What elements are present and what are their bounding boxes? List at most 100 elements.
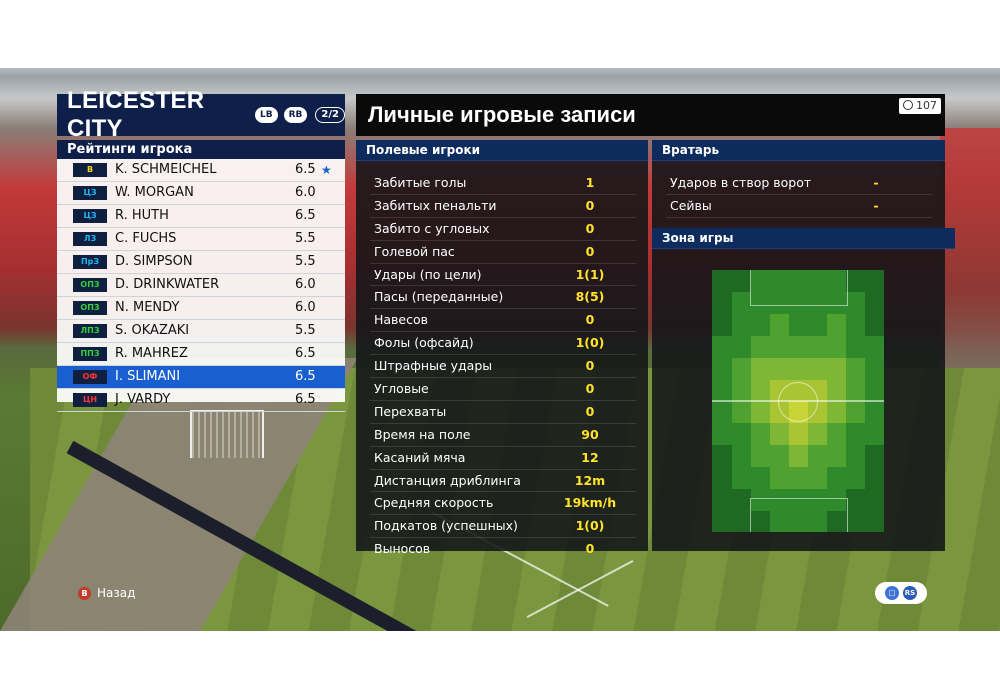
stat-label: Дистанция дриблинга (374, 472, 521, 488)
heatmap-cell (864, 270, 884, 293)
heatmap-cell (864, 291, 884, 315)
heatmap-cell (750, 422, 770, 446)
match-timer: 107 (899, 98, 941, 114)
heatmap-cell (864, 466, 884, 489)
stat-label: Перехваты (374, 403, 447, 419)
stat-row: Ударов в створ ворот - (666, 172, 932, 195)
player-rating: 6.0 (295, 185, 316, 200)
heatmap-cell (769, 488, 789, 511)
heatmap-cell (807, 335, 828, 358)
field-players-panel: Полевые игроки Забитые голы 1 Забитых пен… (356, 140, 648, 556)
heatmap-cell (826, 357, 847, 380)
heatmap-cell (769, 291, 789, 315)
position-badge: ЛПЗ (73, 324, 107, 338)
heatmap-cell (845, 444, 866, 467)
stat-label: Ударов в створ ворот (670, 175, 812, 190)
heatmap-cell (864, 313, 884, 336)
heatmap-cell (731, 270, 751, 293)
heatmap-cell (712, 270, 732, 293)
player-rating: 5.5 (295, 254, 316, 269)
player-name: R. HUTH (115, 208, 169, 223)
panel-title: Вратарь (652, 140, 945, 161)
player-row[interactable]: ЛПЗ S. OKAZAKI 5.5 (57, 320, 345, 343)
heatmap-cell (788, 466, 809, 489)
heatmap-cell (712, 379, 732, 402)
stat-value: 0 (585, 197, 595, 213)
penalty-box-top (750, 270, 848, 306)
stat-row: Забитых пенальти 0 (370, 195, 636, 218)
goalkeeper-panel: Вратарь Ударов в створ ворот - Сейвы - Зон… (652, 140, 955, 551)
player-row[interactable]: ПрЗ D. SIMPSON 5.5 (57, 251, 345, 274)
heatmap-cell (750, 466, 770, 489)
player-row[interactable]: ОПЗ D. DRINKWATER 6.0 (57, 274, 345, 297)
heatmap-cell (750, 313, 770, 336)
heatmap-cell (750, 379, 770, 402)
stat-row: Удары (по цели) 1(1) (370, 264, 636, 287)
heatmap-cell (845, 313, 866, 336)
stat-value: 8(5) (575, 289, 605, 305)
player-ratings-panel: Рейтинги игрока В K. SCHMEICHEL 6.5 ★ ЦЗ… (57, 140, 345, 412)
heatmap-cell (826, 291, 847, 315)
heatmap-cell (731, 291, 751, 315)
player-row[interactable]: ЦЗ W. MORGAN 6.0 (57, 182, 345, 205)
stat-label: Угловые (374, 381, 429, 397)
heatmap-cell (731, 510, 751, 532)
position-badge: ОПЗ (73, 301, 107, 315)
heatmap-cell (750, 335, 770, 358)
heatmap-cell (826, 422, 847, 446)
heatmap-cell (769, 270, 789, 293)
heatmap-cell (788, 488, 809, 511)
rs-button-icon[interactable]: RS (903, 586, 917, 600)
rb-button-icon[interactable]: RB (283, 107, 308, 123)
heatmap-cell (769, 466, 789, 489)
player-row[interactable]: В K. SCHMEICHEL 6.5 ★ (57, 159, 345, 182)
chat-icon[interactable]: □ (885, 586, 899, 600)
page-indicator: 2/2 (315, 107, 345, 123)
heatmap-cell (826, 313, 847, 336)
stat-row: Забитые голы 1 (370, 172, 636, 195)
heatmap-cell (807, 270, 828, 293)
player-row-selected[interactable]: ОФ I. SLIMANI 6.5 (57, 366, 345, 389)
lb-button-icon[interactable]: LB (255, 107, 278, 123)
heatmap-cell (807, 488, 828, 511)
heatmap-cell (826, 488, 847, 511)
stat-label: Удары (по цели) (374, 266, 482, 282)
heatmap-cell (712, 510, 732, 532)
stat-value: 1 (585, 175, 595, 190)
player-rating: 6.5 (295, 208, 316, 223)
heatmap-cell (731, 379, 751, 402)
player-name: N. MENDY (115, 300, 180, 315)
star-icon: ★ (321, 163, 332, 177)
stat-row: Пасы (переданные) 8(5) (370, 286, 636, 310)
back-button[interactable]: B Назад (78, 586, 135, 600)
player-name: I. SLIMANI (115, 369, 181, 384)
right-controls: □ RS (875, 582, 927, 604)
player-row[interactable]: ЛЗ C. FUCHS 5.5 (57, 228, 345, 251)
heatmap-cell (769, 357, 789, 380)
player-rating: 5.5 (295, 323, 316, 338)
heatmap-cell (826, 379, 847, 402)
stat-value: 0 (585, 403, 595, 419)
heatmap-cell (807, 291, 828, 315)
player-name: C. FUCHS (115, 231, 177, 246)
stat-label: Пасы (переданные) (374, 289, 504, 305)
player-row[interactable]: ЦЗ R. HUTH 6.5 (57, 205, 345, 228)
zone-title: Зона игры (652, 228, 955, 249)
heatmap-cell (864, 422, 884, 446)
heatmap-cell (826, 510, 847, 532)
stat-value: 1(0) (575, 335, 605, 351)
heatmap-cell (731, 488, 751, 511)
player-row[interactable]: ОПЗ N. MENDY 6.0 (57, 297, 345, 320)
back-label: Назад (97, 586, 136, 600)
stat-value: - (873, 175, 879, 190)
player-row[interactable]: ЦН J. VARDY 6.5 (57, 389, 345, 412)
position-badge: ОФ (73, 370, 107, 384)
stat-label: Голевой пас (374, 243, 455, 259)
heatmap-cell (864, 357, 884, 380)
player-row[interactable]: ППЗ R. MAHREZ 6.5 (57, 343, 345, 366)
player-rating: 6.5 (295, 392, 316, 407)
heatmap-cell (769, 510, 789, 532)
player-name: K. SCHMEICHEL (115, 162, 217, 177)
heatmap-cell (769, 313, 789, 336)
position-badge: ППЗ (73, 347, 107, 361)
